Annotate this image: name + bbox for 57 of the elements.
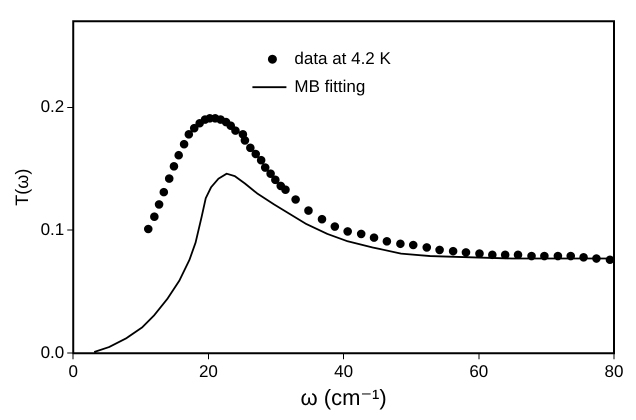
point (260, 163, 270, 172)
point (164, 174, 174, 183)
point (435, 246, 444, 254)
point (500, 250, 510, 260)
point (343, 227, 352, 236)
point (246, 144, 255, 152)
point (488, 250, 497, 260)
point (150, 212, 159, 222)
x-axis-title: ω (cm⁻¹) (300, 384, 387, 410)
x-tick-label: 20 (198, 362, 218, 382)
point (382, 237, 392, 246)
point (566, 252, 576, 260)
point (291, 195, 300, 204)
y-axis-title: T(ω) (12, 168, 32, 206)
point (370, 233, 378, 242)
point (154, 200, 164, 209)
point (304, 206, 313, 215)
point (527, 252, 536, 260)
point (554, 252, 562, 260)
point (231, 126, 240, 135)
point (330, 222, 340, 231)
x-tick-label: 60 (469, 362, 488, 382)
point (226, 121, 236, 130)
point (356, 230, 366, 238)
point (144, 224, 153, 234)
point (448, 246, 458, 256)
point (606, 255, 614, 264)
point (160, 188, 168, 196)
y-tick-label: 0.2 (40, 96, 64, 116)
point (514, 250, 522, 260)
point (170, 162, 178, 171)
point (251, 150, 260, 158)
point (475, 249, 484, 258)
point (462, 248, 470, 257)
point (271, 176, 280, 184)
x-tick-label: 80 (604, 362, 624, 382)
point (190, 124, 199, 132)
point (184, 130, 194, 139)
point (281, 185, 290, 194)
x-tick-label: 40 (334, 362, 354, 382)
x-tick-label: 0 (68, 362, 78, 382)
point (256, 156, 266, 164)
point (396, 239, 405, 248)
legend-label: MB fitting (294, 76, 366, 96)
point (318, 214, 326, 224)
point (592, 254, 601, 263)
point (240, 136, 250, 145)
point (408, 240, 418, 250)
point (422, 243, 432, 252)
point (540, 252, 549, 260)
y-tick-label: 0.0 (40, 342, 64, 362)
point (579, 252, 588, 262)
legend-label: data at 4.2 K (294, 48, 392, 68)
y-tick-label: 0.1 (40, 220, 64, 239)
point (174, 150, 183, 160)
point (180, 140, 188, 148)
point (266, 169, 275, 178)
